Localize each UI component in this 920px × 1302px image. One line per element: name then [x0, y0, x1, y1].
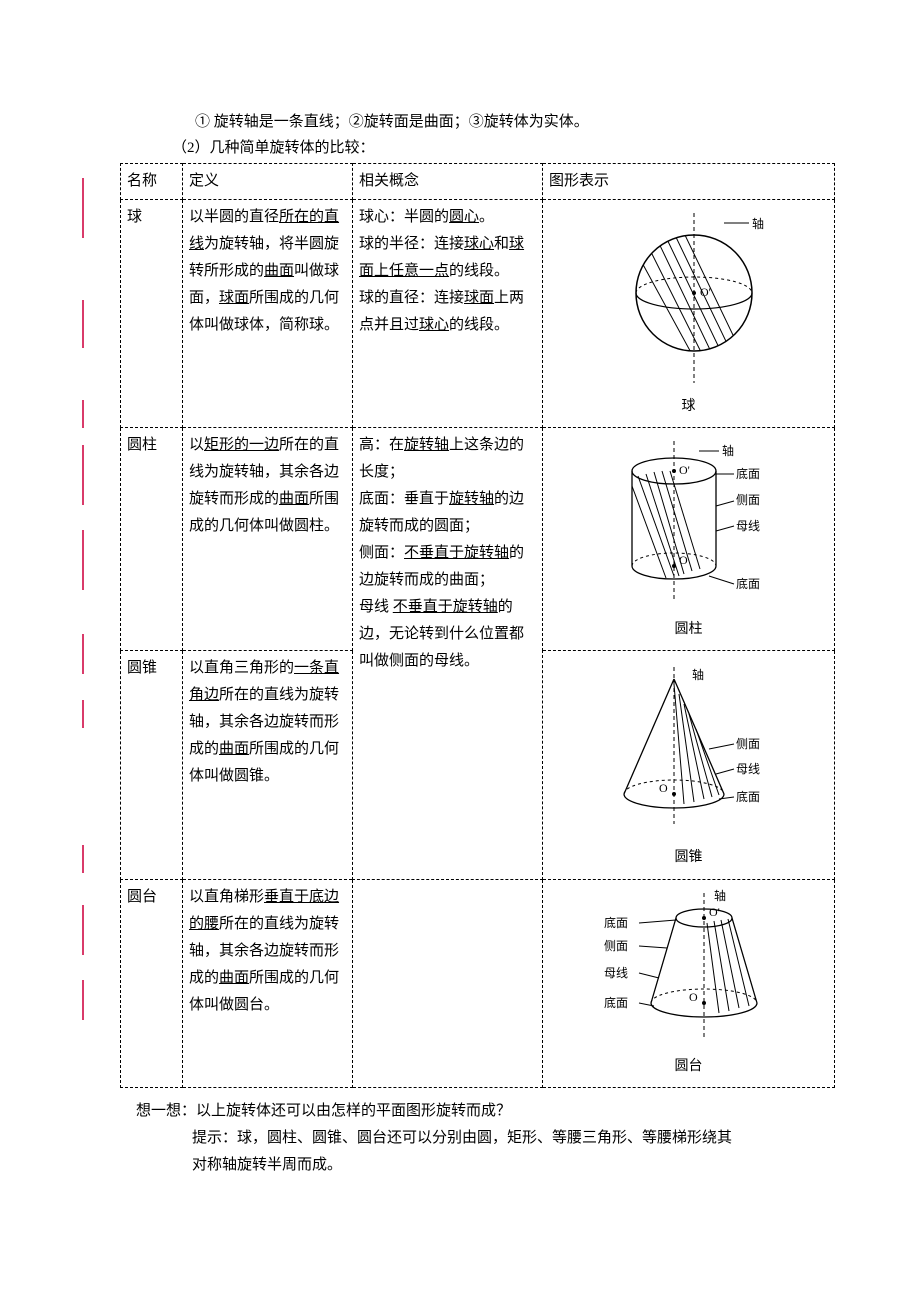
- footer-hint-1: 提示：球，圆柱、圆锥、圆台还可以分别由圆，矩形、等腰三角形、等腰梯形绕其: [120, 1125, 835, 1152]
- intro-line-2: （2）几种简单旋转体的比较：: [120, 136, 835, 162]
- svg-text:轴: 轴: [692, 667, 704, 682]
- svg-text:底面: 底面: [736, 466, 760, 481]
- svg-text:底面: 底面: [604, 915, 628, 930]
- cone-icon: O 轴 侧面 母线 底面: [584, 659, 794, 839]
- sphere-rel: 球心：半圆的圆心。 球的半径：连接球心和球面上任意一点的线段。 球的直径：连接球…: [353, 200, 543, 428]
- row-frustum: 圆台 以直角梯形垂直于底边的腰所在的直线为旋转轴，其余各边旋转而形成的曲面所围成…: [121, 879, 835, 1087]
- svg-text:底面: 底面: [736, 789, 760, 804]
- frustum-icon: O' O 轴 底面 侧面 母线 底面: [579, 888, 799, 1048]
- sphere-def: 以半圆的直径所在的直线为旋转轴，将半圆旋转所形成的曲面叫做球面，球面所围成的几何…: [183, 200, 353, 428]
- comparison-table: 名称 定义 相关概念 图形表示 球 以半圆的直径所在的直线为旋转轴，将半圆旋转所…: [120, 163, 835, 1088]
- cone-def: 以直角三角形的一条直角边所在的直线为旋转轴，其余各边旋转而形成的曲面所围成的几何…: [183, 651, 353, 879]
- frustum-def: 以直角梯形垂直于底边的腰所在的直线为旋转轴，其余各边旋转而形成的曲面所围成的几何…: [183, 879, 353, 1087]
- svg-text:侧面: 侧面: [736, 493, 760, 507]
- table-header-row: 名称 定义 相关概念 图形表示: [121, 164, 835, 200]
- cylinder-figure: O' O 轴 底面 侧面 母线 底面 圆柱: [543, 428, 835, 651]
- svg-text:母线: 母线: [736, 762, 760, 776]
- header-fig: 图形表示: [543, 164, 835, 200]
- svg-text:O: O: [679, 553, 688, 567]
- svg-text:轴: 轴: [752, 216, 764, 231]
- frustum-figure: O' O 轴 底面 侧面 母线 底面 圆台: [543, 879, 835, 1087]
- footer-hint-2: 对称轴旋转半周而成。: [120, 1152, 835, 1179]
- cylinder-def: 以矩形的一边所在的直线为旋转轴，其余各边旋转而形成的曲面所围成的几何体叫做圆柱。: [183, 428, 353, 651]
- sphere-name: 球: [121, 200, 183, 428]
- cone-name: 圆锥: [121, 651, 183, 879]
- svg-text:母线: 母线: [604, 966, 628, 980]
- cylinder-cone-rel: 高：在旋转轴上这条边的长度； 底面：垂直于旋转轴的边旋转而成的圆面； 侧面：不垂…: [353, 428, 543, 879]
- header-rel: 相关概念: [353, 164, 543, 200]
- cylinder-name: 圆柱: [121, 428, 183, 651]
- footer-question: 想一想：以上旋转体还可以由怎样的平面图形旋转而成？: [120, 1098, 835, 1125]
- svg-text:底面: 底面: [736, 576, 760, 591]
- intro-text: ① 旋转轴是一条直线；②旋转面是曲面；③旋转体为实体。 （2）几种简单旋转体的比…: [120, 110, 835, 161]
- frustum-name: 圆台: [121, 879, 183, 1087]
- svg-text:轴: 轴: [714, 888, 726, 903]
- svg-text:侧面: 侧面: [736, 737, 760, 751]
- frustum-rel-empty: [353, 879, 543, 1087]
- header-name: 名称: [121, 164, 183, 200]
- svg-text:O': O': [679, 463, 690, 477]
- svg-text:O': O': [709, 905, 720, 919]
- svg-text:O': O': [700, 285, 711, 299]
- sphere-icon: O' 轴: [594, 208, 784, 388]
- intro-line-1: ① 旋转轴是一条直线；②旋转面是曲面；③旋转体为实体。: [120, 110, 835, 136]
- svg-text:O: O: [689, 990, 698, 1004]
- header-def: 定义: [183, 164, 353, 200]
- cone-figure: O 轴 侧面 母线 底面 圆锥: [543, 651, 835, 879]
- footer-text: 想一想：以上旋转体还可以由怎样的平面图形旋转而成？ 提示：球，圆柱、圆锥、圆台还…: [120, 1098, 835, 1179]
- row-cylinder: 圆柱 以矩形的一边所在的直线为旋转轴，其余各边旋转而形成的曲面所围成的几何体叫做…: [121, 428, 835, 651]
- row-sphere: 球 以半圆的直径所在的直线为旋转轴，将半圆旋转所形成的曲面叫做球面，球面所围成的…: [121, 200, 835, 428]
- svg-text:轴: 轴: [722, 443, 734, 458]
- svg-text:母线: 母线: [736, 519, 760, 533]
- svg-text:侧面: 侧面: [604, 939, 628, 953]
- cylinder-icon: O' O 轴 底面 侧面 母线 底面: [584, 436, 794, 611]
- sphere-figure: O' 轴 球: [543, 200, 835, 428]
- svg-text:底面: 底面: [604, 995, 628, 1010]
- svg-text:O: O: [659, 781, 668, 795]
